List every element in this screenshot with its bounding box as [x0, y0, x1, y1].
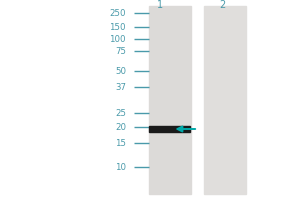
Text: 150: 150 [110, 22, 126, 31]
Text: 25: 25 [115, 108, 126, 117]
Text: 75: 75 [115, 46, 126, 55]
Text: 2: 2 [219, 0, 225, 10]
Text: 20: 20 [115, 122, 126, 132]
Text: 37: 37 [115, 83, 126, 92]
Bar [204, 6, 246, 194]
Text: 100: 100 [110, 34, 126, 44]
Bar [148, 6, 190, 194]
Text: 10: 10 [115, 162, 126, 171]
Text: 1: 1 [158, 0, 164, 10]
Text: 15: 15 [115, 138, 126, 148]
Text: 50: 50 [115, 66, 126, 75]
Bar [149, 126, 190, 132]
Text: 250: 250 [110, 8, 126, 18]
